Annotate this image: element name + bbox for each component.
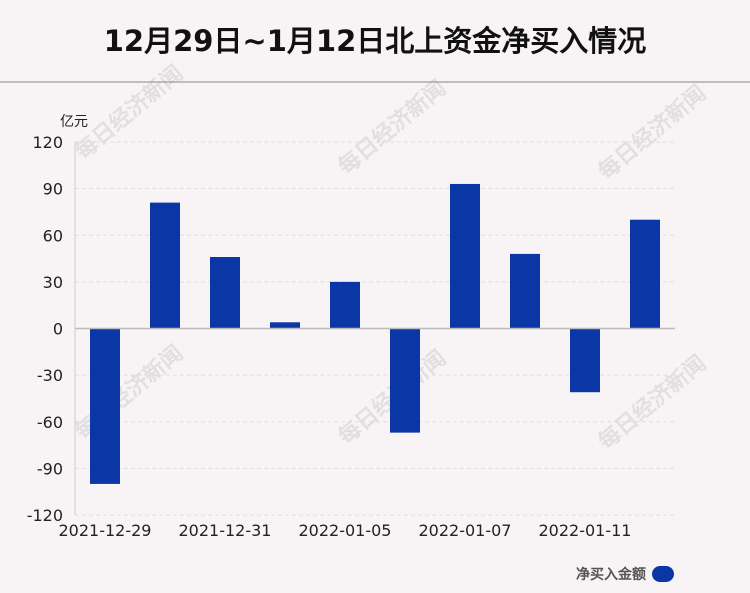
bar (390, 328, 420, 433)
legend: 净买入金额 (576, 564, 674, 584)
x-tick-label: 2022-01-11 (539, 521, 632, 540)
y-tick-label: -120 (27, 506, 63, 525)
bar (510, 253, 540, 329)
y-tick-label: 90 (43, 180, 63, 199)
bar (450, 183, 480, 329)
x-tick-label: 2022-01-05 (299, 521, 392, 540)
y-tick-label: 120 (32, 133, 63, 152)
y-tick-label: 0 (53, 320, 63, 339)
y-axis-unit-label: 亿元 (60, 114, 88, 130)
x-tick-label: 2021-12-29 (59, 521, 152, 540)
x-tick-label: 2022-01-07 (419, 521, 512, 540)
bar (270, 322, 300, 329)
chart-title: 12月29日~1月12日北上资金净买入情况 (103, 24, 647, 58)
y-tick-label: -30 (37, 366, 63, 385)
bar (630, 219, 660, 329)
bar (210, 257, 240, 329)
legend-label: 净买入金额 (576, 567, 646, 583)
bar (90, 328, 120, 484)
bar (150, 202, 180, 329)
y-tick-label: 60 (43, 226, 63, 245)
bar (570, 328, 600, 393)
y-tick-label: 30 (43, 273, 63, 292)
x-tick-label: 2021-12-31 (179, 521, 272, 540)
title-divider (0, 81, 750, 83)
y-tick-label: -90 (37, 459, 63, 478)
y-tick-label: -60 (37, 413, 63, 432)
legend-swatch (652, 566, 674, 582)
bar (330, 281, 360, 329)
